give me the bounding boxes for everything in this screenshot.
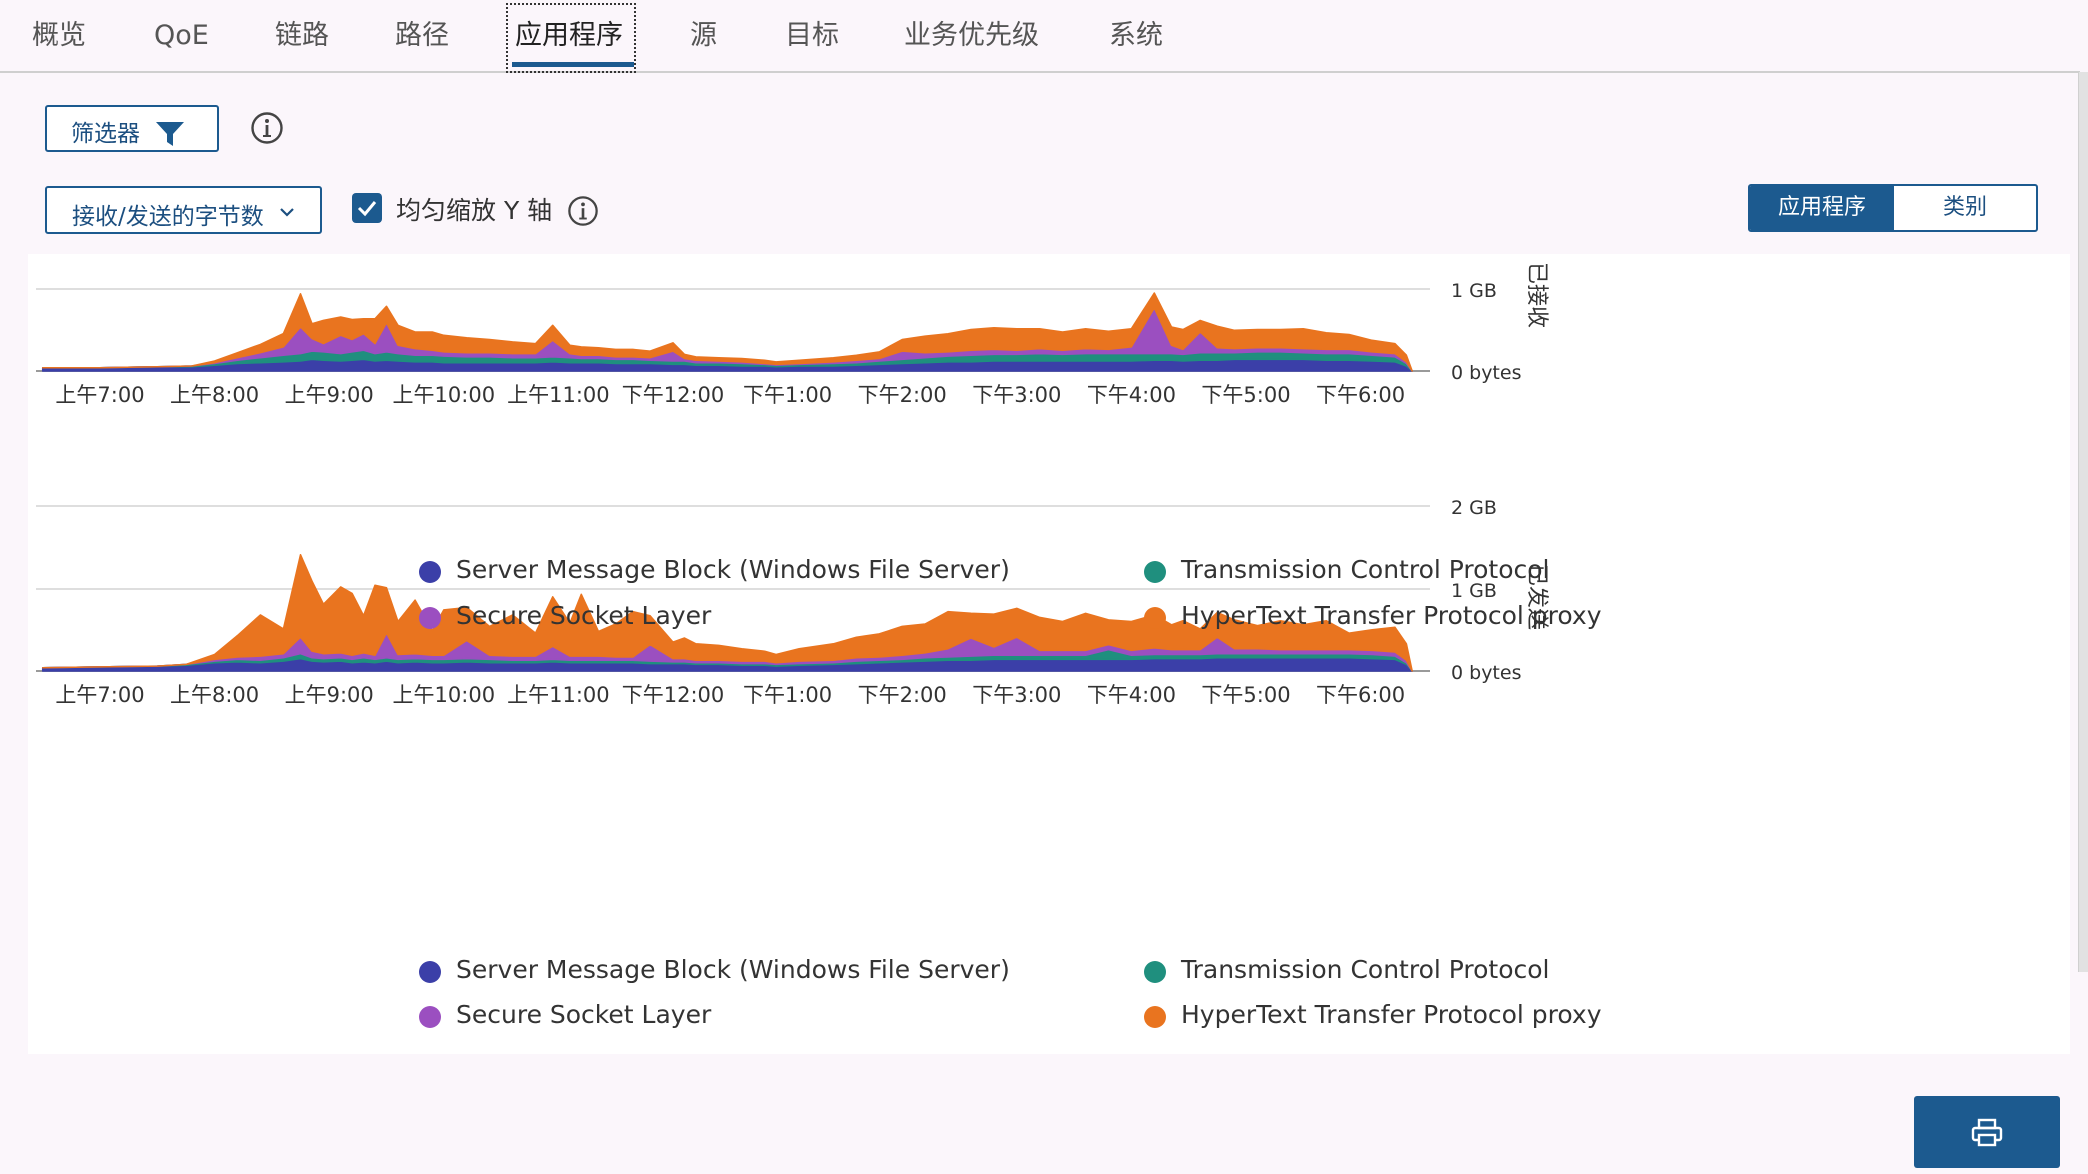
active-tab-indicator: [512, 62, 634, 67]
x-tick-label: 下午12:00: [622, 383, 725, 407]
tab-links[interactable]: 链路: [275, 20, 329, 51]
uniform-y-checkbox[interactable]: [352, 193, 382, 223]
toggle-applications[interactable]: 应用程序: [1750, 186, 1894, 230]
checkmark-icon: [357, 201, 377, 217]
legend-dot-ssl: [419, 607, 441, 629]
info-icon[interactable]: [567, 195, 599, 227]
legend-label-smb: Server Message Block (Windows File Serve…: [456, 955, 1010, 984]
legend-label-ssl: Secure Socket Layer: [456, 1000, 712, 1029]
chevron-down-icon: [280, 208, 294, 217]
x-tick-label: 上午8:00: [170, 383, 259, 407]
y-tick-label: 1 GB: [1451, 580, 1497, 602]
legend-dot-smb: [419, 561, 441, 583]
y-tick-label: 0 bytes: [1451, 362, 1521, 384]
x-tick-label: 下午6:00: [1316, 683, 1405, 707]
x-tick-label: 下午2:00: [858, 683, 947, 707]
x-tick-label: 下午3:00: [972, 383, 1061, 407]
x-tick-label: 下午5:00: [1201, 683, 1290, 707]
legend-dot-smb: [419, 961, 441, 983]
y-tick-label: 1 GB: [1451, 280, 1497, 302]
tab-sources[interactable]: 源: [690, 20, 717, 51]
legend-dot-http: [1144, 1006, 1166, 1028]
y-axis-title: 已发送: [1524, 564, 1549, 630]
y-tick-label: 0 bytes: [1451, 662, 1521, 684]
x-tick-label: 下午3:00: [972, 683, 1061, 707]
tab-business-priority[interactable]: 业务优先级: [904, 20, 1039, 51]
filter-button[interactable]: 筛选器: [45, 105, 219, 152]
legend-label-http: HyperText Transfer Protocol proxy: [1181, 601, 1602, 630]
tab-bar: 概览 QoE 链路 路径 应用程序 源 目标 业务优先级 系统: [0, 0, 2080, 73]
x-tick-label: 上午11:00: [507, 683, 610, 707]
printer-icon: [1971, 1118, 2003, 1147]
legend-dot-tcp: [1144, 961, 1166, 983]
x-tick-label: 上午7:00: [55, 383, 144, 407]
toggle-categories[interactable]: 类别: [1942, 195, 1987, 220]
uniform-y-label: 均匀缩放 Y 轴: [396, 196, 553, 225]
series-area-http: [41, 553, 1413, 672]
x-tick-label: 下午12:00: [622, 683, 725, 707]
tab-destinations[interactable]: 目标: [785, 20, 839, 51]
legend-dot-http: [1144, 607, 1166, 629]
print-button[interactable]: [1914, 1096, 2060, 1168]
x-tick-label: 上午7:00: [55, 683, 144, 707]
filter-button-label: 筛选器: [71, 121, 140, 147]
funnel-icon: [156, 122, 184, 146]
metric-dropdown[interactable]: 接收/发送的字节数: [45, 186, 322, 234]
x-tick-label: 下午6:00: [1316, 383, 1405, 407]
tab-system[interactable]: 系统: [1109, 20, 1163, 51]
x-tick-label: 下午4:00: [1087, 383, 1176, 407]
scrollbar[interactable]: [2078, 72, 2088, 972]
legend-label-ssl: Secure Socket Layer: [456, 601, 712, 630]
x-tick-label: 上午11:00: [507, 383, 610, 407]
x-tick-label: 下午1:00: [743, 383, 832, 407]
x-tick-label: 上午10:00: [393, 683, 496, 707]
legend-label-http: HyperText Transfer Protocol proxy: [1181, 1000, 1602, 1029]
view-toggle: 应用程序 类别: [1748, 184, 2038, 232]
y-tick-label: 2 GB: [1451, 497, 1497, 519]
y-axis-title: 已接收: [1524, 262, 1549, 328]
legend-dot-ssl: [419, 1006, 441, 1028]
tab-applications[interactable]: 应用程序: [515, 20, 623, 51]
legend-label-tcp: Transmission Control Protocol: [1181, 555, 1550, 584]
x-tick-label: 下午5:00: [1201, 383, 1290, 407]
legend-label-tcp: Transmission Control Protocol: [1181, 955, 1550, 984]
legend-dot-tcp: [1144, 561, 1166, 583]
x-tick-label: 上午10:00: [393, 383, 496, 407]
x-tick-label: 下午1:00: [743, 683, 832, 707]
tab-overview[interactable]: 概览: [32, 20, 86, 51]
x-tick-label: 下午4:00: [1087, 683, 1176, 707]
metric-dropdown-value: 接收/发送的字节数: [72, 204, 264, 230]
focus-ring: [506, 3, 636, 73]
x-tick-label: 上午8:00: [170, 683, 259, 707]
info-icon[interactable]: [250, 111, 284, 145]
x-tick-label: 上午9:00: [285, 383, 374, 407]
tab-paths[interactable]: 路径: [395, 20, 449, 51]
x-tick-label: 上午9:00: [285, 683, 374, 707]
tab-qoe[interactable]: QoE: [154, 20, 209, 51]
legend-label-smb: Server Message Block (Windows File Serve…: [456, 555, 1010, 584]
series-area-http: [41, 292, 1413, 372]
x-tick-label: 下午2:00: [858, 383, 947, 407]
